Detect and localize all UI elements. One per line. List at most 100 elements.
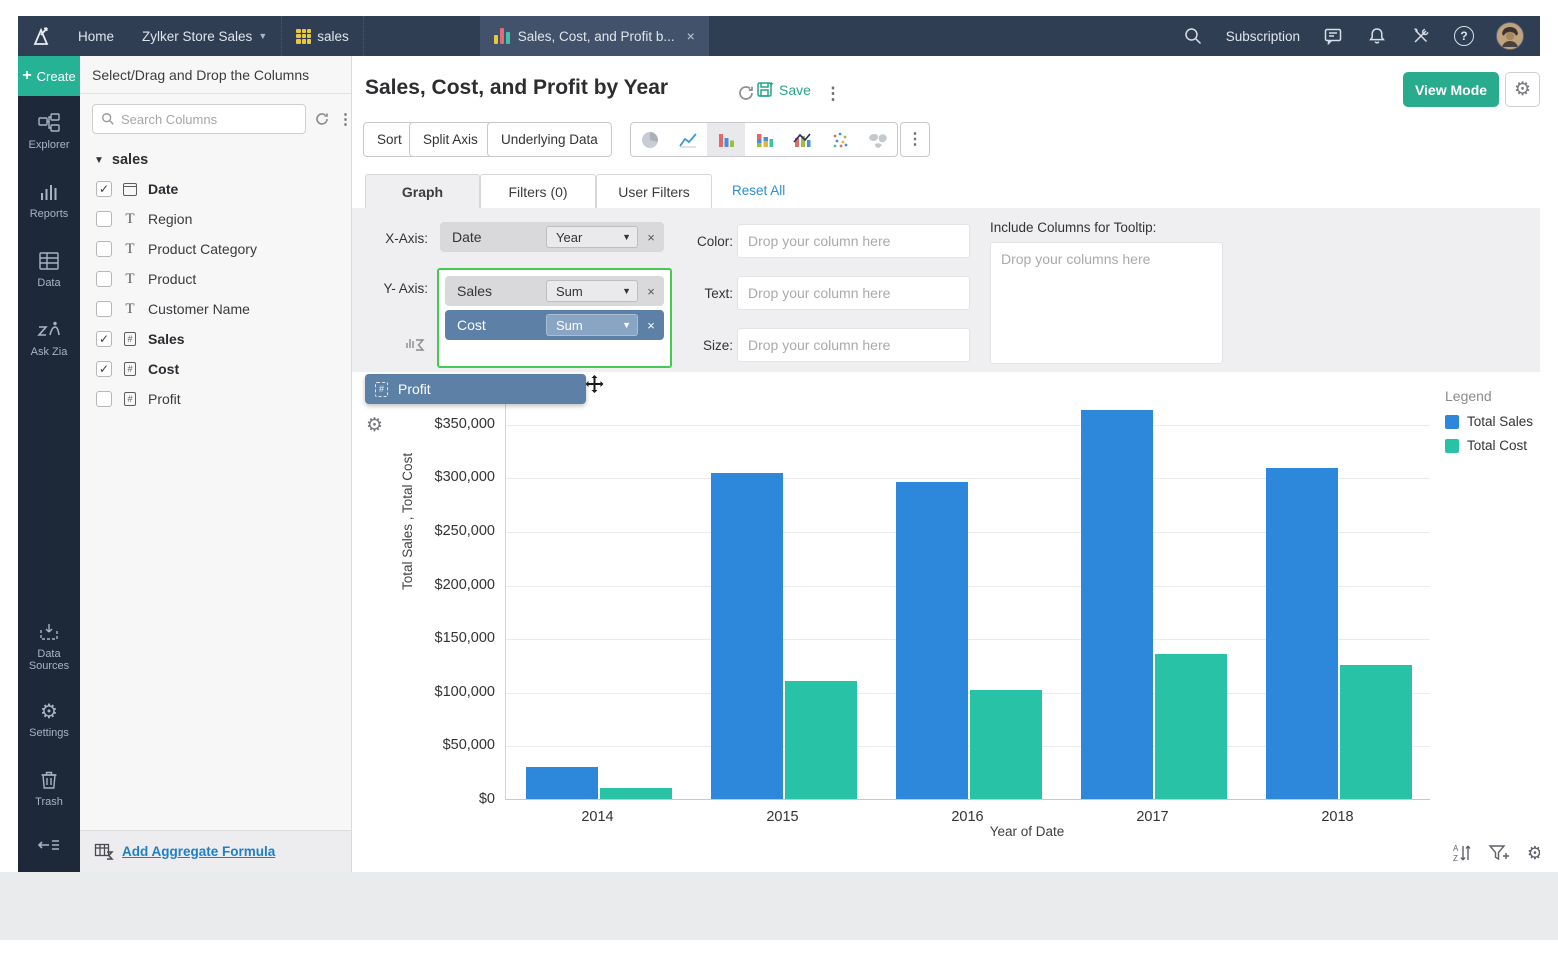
user-avatar[interactable] (1496, 22, 1524, 50)
search-columns-box[interactable] (92, 104, 306, 134)
checkbox-unchecked[interactable] (96, 301, 112, 317)
bar-total-sales-2017[interactable] (1081, 410, 1153, 799)
checkbox-unchecked[interactable] (96, 241, 112, 257)
tab-report-active[interactable]: Sales, Cost, and Profit b... × (479, 16, 709, 56)
search-columns-input[interactable] (121, 111, 297, 127)
y-axis-drop-zone-highlighted[interactable]: Sales Sum ▼ × Cost Sum ▼ (437, 268, 672, 368)
y-axis-aggregation-dropdown[interactable]: Sum ▼ (546, 314, 638, 336)
tab-user-filters[interactable]: User Filters (596, 174, 712, 209)
app-logo[interactable] (18, 16, 64, 56)
rail-item-trash[interactable]: Trash (18, 753, 80, 822)
notifications-bell-icon[interactable] (1366, 25, 1388, 47)
add-aggregate-formula-link[interactable]: Add Aggregate Formula (122, 844, 276, 859)
bar-total-cost-2018[interactable] (1340, 665, 1412, 799)
checkbox-unchecked[interactable] (96, 271, 112, 287)
collapse-sidebar-button[interactable] (18, 822, 80, 872)
checkbox-unchecked[interactable] (96, 211, 112, 227)
rail-item-settings[interactable]: ⚙ Settings (18, 686, 80, 753)
reset-all-link[interactable]: Reset All (732, 183, 786, 198)
bar-total-cost-2014[interactable] (600, 788, 672, 799)
checkbox-unchecked[interactable] (96, 391, 112, 407)
rail-item-reports[interactable]: Reports (18, 165, 80, 234)
checkbox-checked[interactable]: ✓ (96, 361, 112, 377)
legend-item-total-cost[interactable]: Total Cost (1445, 438, 1533, 453)
more-chart-types-icon[interactable]: ⋮ (900, 122, 930, 157)
rail-item-ask-zia[interactable]: Ask Zia (18, 303, 80, 372)
tab-sales-table[interactable]: sales (282, 16, 363, 56)
help-icon[interactable]: ? (1454, 26, 1474, 46)
tools-icon[interactable] (1410, 25, 1432, 47)
chart-options-gear-icon[interactable]: ⚙ (1526, 842, 1540, 863)
tooltip-columns-drop-zone[interactable]: Drop your columns here (990, 242, 1223, 364)
color-drop-zone[interactable]: Drop your column here (737, 224, 970, 258)
dragged-chip-profit[interactable]: # Profit (365, 374, 586, 404)
y-axis-chip-sales[interactable]: Sales Sum ▼ × (445, 276, 664, 306)
chart-type-scatter-icon[interactable] (821, 123, 859, 156)
checkbox-checked[interactable]: ✓ (96, 331, 112, 347)
sort-button[interactable]: Sort (363, 122, 416, 157)
bar-total-sales-2015[interactable] (711, 473, 783, 799)
column-item-product[interactable]: T Product (80, 264, 351, 294)
chart-type-line-icon[interactable] (669, 123, 707, 156)
legend-item-total-sales[interactable]: Total Sales (1445, 414, 1533, 429)
column-item-customer-name[interactable]: T Customer Name (80, 294, 351, 324)
x-axis-aggregation-dropdown[interactable]: Year ▼ (546, 226, 638, 248)
column-item-product-category[interactable]: T Product Category (80, 234, 351, 264)
save-button[interactable]: Save (756, 80, 811, 99)
chart-type-bar-icon-selected[interactable] (707, 123, 745, 156)
column-item-sales[interactable]: ✓ # Sales (80, 324, 351, 354)
report-settings-gear-button[interactable]: ⚙ (1505, 72, 1540, 107)
size-drop-zone[interactable]: Drop your column here (737, 328, 970, 362)
rail-item-explorer[interactable]: Explorer (18, 96, 80, 165)
chart-type-pie-icon[interactable] (631, 123, 669, 156)
checkbox-checked[interactable]: ✓ (96, 181, 112, 197)
chart-type-map-icon[interactable] (859, 123, 897, 156)
y-axis-aggregation-dropdown[interactable]: Sum ▼ (546, 280, 638, 302)
remove-chip-icon[interactable]: × (647, 229, 655, 245)
column-item-date[interactable]: ✓ Date (80, 174, 351, 204)
rail-item-data[interactable]: Data (18, 234, 80, 303)
bar-total-sales-2016[interactable] (896, 482, 968, 799)
create-button[interactable]: + Create (18, 56, 80, 96)
tab-filters[interactable]: Filters (0) (480, 174, 596, 209)
color-drop-label: Color: (696, 234, 733, 249)
text-drop-zone[interactable]: Drop your column here (737, 276, 970, 310)
add-filter-icon[interactable] (1488, 842, 1510, 864)
close-tab-icon[interactable]: × (686, 28, 695, 44)
bar-total-sales-2014[interactable] (526, 767, 598, 799)
split-axis-button[interactable]: Split Axis (409, 122, 492, 157)
remove-chip-icon[interactable]: × (647, 317, 655, 333)
chart-type-combo-icon[interactable] (783, 123, 821, 156)
nav-home[interactable]: Home (64, 16, 128, 56)
view-mode-button[interactable]: View Mode (1403, 72, 1499, 107)
refresh-columns-icon[interactable] (314, 110, 330, 128)
add-aggregate-formula-row: Add Aggregate Formula (80, 830, 351, 872)
y-axis-chip-cost-highlighted[interactable]: Cost Sum ▼ × (445, 310, 664, 340)
search-icon[interactable] (1182, 25, 1204, 47)
column-item-cost[interactable]: ✓ # Cost (80, 354, 351, 384)
bar-total-cost-2017[interactable] (1155, 654, 1227, 799)
y-tick-label: $200,000 (434, 576, 495, 593)
rail-item-data-sources[interactable]: Data Sources (18, 605, 80, 686)
subscription-link[interactable]: Subscription (1225, 28, 1300, 44)
feedback-icon[interactable] (1322, 25, 1344, 47)
bar-total-cost-2016[interactable] (970, 690, 1042, 799)
workspace-switcher[interactable]: Zylker Store Sales ▼ (128, 16, 281, 56)
chart-settings-gear-icon[interactable]: ⚙ (366, 415, 384, 436)
report-more-menu-icon[interactable]: ⋮ (824, 83, 842, 103)
column-item-region[interactable]: T Region (80, 204, 351, 234)
x-axis-chip-date[interactable]: Date Year ▼ × (440, 222, 664, 252)
columns-more-menu-icon[interactable]: ⋮ (338, 110, 353, 128)
underlying-data-button[interactable]: Underlying Data (487, 122, 612, 157)
tab-graph[interactable]: Graph (365, 174, 480, 209)
bar-total-sales-2018[interactable] (1266, 468, 1338, 799)
rail-item-label: Data Sources (28, 648, 70, 672)
column-item-profit[interactable]: # Profit (80, 384, 351, 414)
table-tree-header[interactable]: ▼ sales (80, 142, 351, 174)
chart-type-stacked-bar-icon[interactable] (745, 123, 783, 156)
refresh-report-icon[interactable] (735, 82, 757, 104)
bar-total-cost-2015[interactable] (785, 681, 857, 799)
y-tick-label: $100,000 (434, 683, 495, 700)
remove-chip-icon[interactable]: × (647, 283, 655, 299)
